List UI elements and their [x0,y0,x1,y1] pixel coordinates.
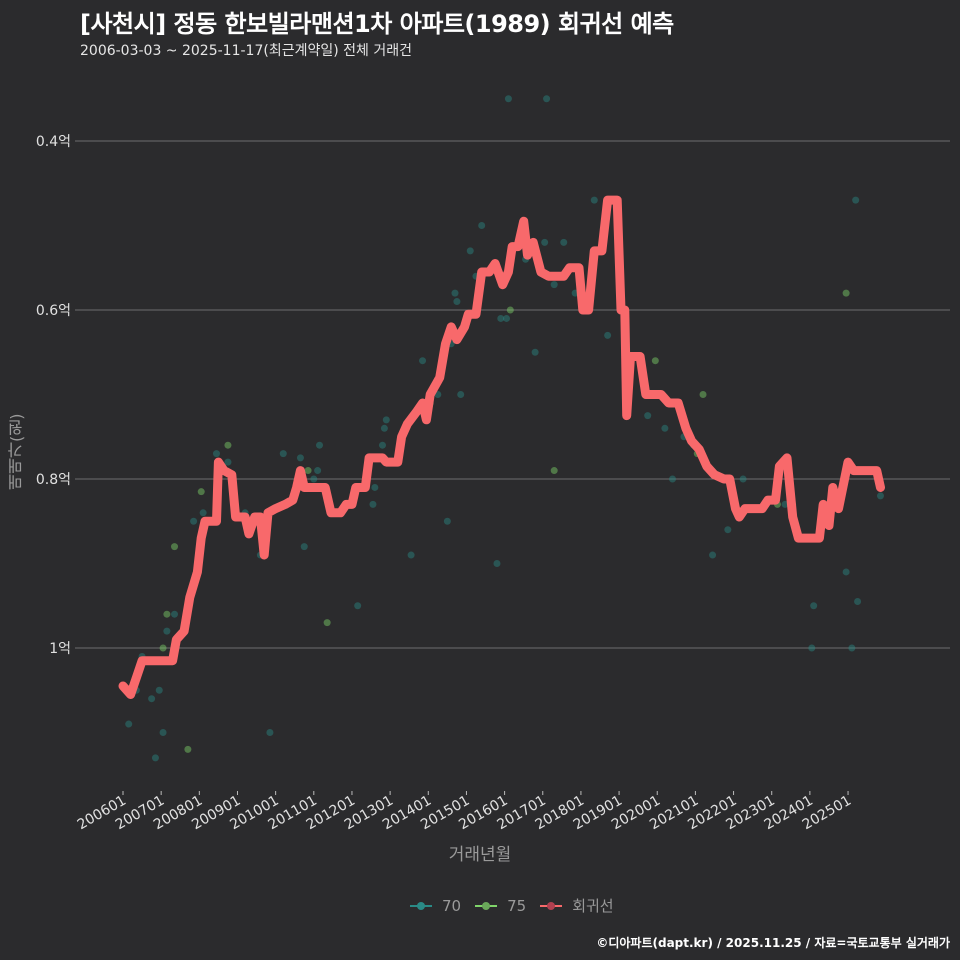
legend-label-70: 70 [442,896,462,915]
regression-line-path [118,195,885,699]
data-point-70 [497,314,505,322]
data-point-75 [699,391,707,398]
data-point-70 [314,467,322,475]
data-point-75 [171,543,179,551]
data-point-70 [550,281,558,289]
data-point-75 [304,467,312,475]
legend-item-regression[interactable]: 회귀선 [540,895,614,916]
data-point-70 [171,610,179,618]
data-point-70 [199,509,207,517]
data-point-70 [148,695,156,703]
data-point-70 [163,627,171,635]
data-point-75 [550,467,558,475]
data-point-70 [310,475,318,483]
legend-label-regression: 회귀선 [572,897,614,915]
data-point-70 [296,454,304,462]
legend-key-icon-75 [475,900,498,912]
data-point-70 [380,424,388,432]
data-point-70 [543,95,551,103]
data-point-70 [457,391,465,398]
data-point-70 [466,247,474,255]
scatter-points [125,95,884,762]
data-point-75 [159,644,167,652]
data-point-75 [224,441,232,449]
y-tick-label: 0.8억 [36,472,71,488]
data-point-70 [159,729,167,736]
data-point-75 [197,488,205,496]
data-point-70 [661,424,669,432]
legend-item-70[interactable]: 70 [410,897,461,915]
data-point-70 [709,551,717,559]
x-axis-tick-labels: 2006012007012008012009012010012011012012… [75,793,854,834]
data-point-70 [369,500,377,508]
data-point-70 [560,238,568,246]
data-point-70 [876,492,884,500]
data-point-70 [316,441,324,449]
data-point-70 [419,357,427,365]
data-point-70 [503,314,511,322]
data-point-75 [163,610,171,618]
y-axis-tick-labels: 1억 0.8억 0.6억 0.4억 [36,134,71,657]
data-point-70 [453,298,461,306]
data-point-70 [407,551,415,559]
data-point-70 [354,602,362,610]
data-point-70 [669,475,677,483]
data-point-70 [478,222,486,229]
data-point-70 [644,412,652,420]
data-point-70 [739,475,747,483]
data-point-70 [493,560,501,567]
regression-line [118,195,885,699]
data-point-70 [842,568,850,576]
data-point-75 [506,306,514,314]
data-point-70 [854,598,862,606]
data-point-70 [531,348,539,356]
data-point-70 [266,729,274,736]
data-point-70 [279,450,287,458]
data-point-70 [541,238,549,246]
x-axis-label: 거래년월 [448,845,512,865]
data-point-70 [810,602,818,610]
y-tick-label: 0.4억 [36,134,71,150]
data-point-70 [808,644,816,652]
legend-key-icon-70 [410,900,432,912]
data-point-70 [155,686,163,694]
data-point-75 [323,619,331,627]
data-point-70 [125,720,133,728]
data-point-70 [224,458,232,466]
legend-label-75: 75 [507,896,527,915]
legend-item-75[interactable]: 75 [475,897,526,915]
data-point-70 [848,644,856,652]
data-point-70 [443,517,451,525]
data-point-70 [382,416,390,424]
y-axis-label: 매매가(원) [7,413,26,490]
y-tick-label: 1억 [49,641,71,657]
footer-credit: ©디아파트(dapt.kr) / 2025.11.25 / 자료=국토교통부 실… [596,936,950,950]
legend: 70 75 회귀선 [410,895,620,916]
legend-key-icon-regression [540,900,563,912]
data-point-70 [300,543,308,551]
gridlines [75,140,950,795]
data-point-75 [842,289,850,297]
data-point-70 [604,331,612,339]
data-point-70 [378,441,386,449]
data-point-70 [451,289,459,297]
data-point-75 [651,357,659,365]
data-point-70 [724,526,732,534]
data-point-70 [190,517,198,525]
y-tick-label: 0.6억 [36,303,71,319]
data-point-70 [212,450,220,458]
data-point-70 [151,754,159,762]
data-point-70 [590,196,598,204]
data-point-70 [852,196,860,204]
data-point-75 [184,745,192,753]
chart-title: [사천시] 정동 한보빌라맨션1차 아파트(1989) 회귀선 예측 [80,10,674,38]
data-point-70 [371,483,379,491]
data-point-70 [504,95,512,103]
chart-subtitle: 2006-03-03 ~ 2025-11-17(최근계약일) 전체 거래건 [80,43,412,59]
